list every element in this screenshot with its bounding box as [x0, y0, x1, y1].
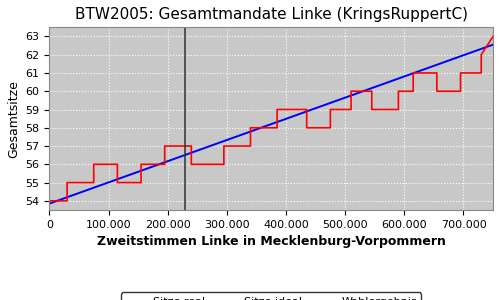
Sitze real [478, 71, 484, 75]
Sitze real [458, 89, 464, 93]
Sitze real [396, 108, 402, 111]
Sitze real [348, 89, 354, 93]
Sitze real [188, 144, 194, 148]
Title: BTW2005: Gesamtmandate Linke (KringsRuppertC): BTW2005: Gesamtmandate Linke (KringsRupp… [74, 7, 468, 22]
Sitze real [162, 163, 168, 166]
Sitze real [410, 71, 416, 75]
Sitze real [410, 89, 416, 93]
Legend: Sitze real, Sitze ideal, Wahlergebnis: Sitze real, Sitze ideal, Wahlergebnis [121, 292, 422, 300]
Sitze real [328, 108, 334, 111]
Sitze real [274, 126, 280, 130]
Sitze real [478, 53, 484, 56]
Sitze real [221, 163, 227, 166]
Sitze real [490, 34, 496, 38]
Sitze real [221, 144, 227, 148]
Sitze real [248, 126, 254, 130]
Sitze real [396, 89, 402, 93]
Sitze real [369, 89, 375, 93]
Sitze real [304, 126, 310, 130]
Line: Sitze real: Sitze real [50, 36, 493, 201]
Sitze real [46, 199, 52, 203]
Sitze real [64, 199, 70, 203]
Sitze real [369, 108, 375, 111]
Sitze real [248, 144, 254, 148]
X-axis label: Zweitstimmen Linke in Mecklenburg-Vorpommern: Zweitstimmen Linke in Mecklenburg-Vorpom… [97, 235, 446, 248]
Sitze real [328, 126, 334, 130]
Sitze real [64, 181, 70, 184]
Sitze real [304, 108, 310, 111]
Sitze real [348, 108, 354, 111]
Sitze real [162, 144, 168, 148]
Sitze real [114, 181, 120, 184]
Sitze real [114, 163, 120, 166]
Sitze real [138, 163, 144, 166]
Sitze real [434, 89, 440, 93]
Sitze real [188, 163, 194, 166]
Y-axis label: Gesamtsitze: Gesamtsitze [7, 80, 20, 158]
Sitze real [274, 108, 280, 111]
Sitze real [138, 181, 144, 184]
Sitze real [434, 71, 440, 75]
Sitze real [458, 71, 464, 75]
Sitze real [90, 163, 96, 166]
Sitze real [90, 181, 96, 184]
